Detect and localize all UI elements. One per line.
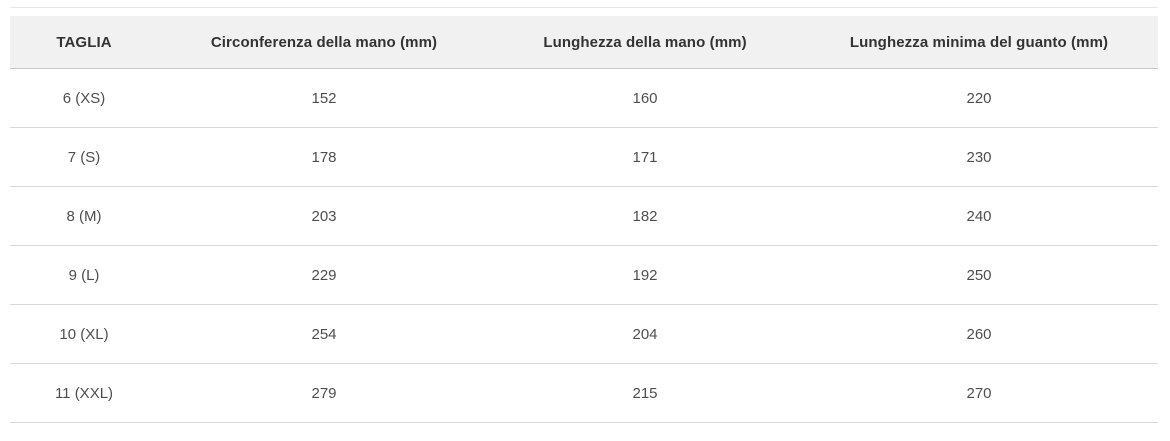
cell-size: 10 (XL)	[10, 304, 158, 364]
cell-hand-length: 160	[490, 68, 800, 128]
cell-size: 9 (L)	[10, 245, 158, 305]
cell-hand-length: 171	[490, 127, 800, 187]
cell-hand-circumference: 178	[158, 127, 490, 187]
glove-size-table: TAGLIA Circonferenza della mano (mm) Lun…	[10, 16, 1158, 423]
cell-hand-length: 192	[490, 245, 800, 305]
column-header-circonferenza-mano: Circonferenza della mano (mm)	[158, 16, 490, 69]
cell-min-glove-length: 240	[800, 186, 1158, 246]
table-header: TAGLIA Circonferenza della mano (mm) Lun…	[10, 16, 1158, 69]
cell-hand-circumference: 203	[158, 186, 490, 246]
cell-hand-circumference: 229	[158, 245, 490, 305]
cell-hand-circumference: 152	[158, 68, 490, 128]
cell-min-glove-length: 260	[800, 304, 1158, 364]
cell-size: 8 (M)	[10, 186, 158, 246]
column-header-taglia: TAGLIA	[10, 16, 158, 69]
table-row: 8 (M) 203 182 240	[10, 186, 1158, 246]
cell-min-glove-length: 270	[800, 363, 1158, 423]
table-row: 10 (XL) 254 204 260	[10, 304, 1158, 364]
cell-hand-length: 204	[490, 304, 800, 364]
cell-min-glove-length: 230	[800, 127, 1158, 187]
cell-size: 6 (XS)	[10, 68, 158, 128]
table-row: 7 (S) 178 171 230	[10, 127, 1158, 187]
cell-hand-length: 182	[490, 186, 800, 246]
table-body: 6 (XS) 152 160 220 7 (S) 178 171 230 8 (…	[10, 68, 1158, 423]
cell-hand-circumference: 279	[158, 363, 490, 423]
table-row: 9 (L) 229 192 250	[10, 245, 1158, 305]
cell-size: 7 (S)	[10, 127, 158, 187]
cell-min-glove-length: 250	[800, 245, 1158, 305]
size-table-container: TAGLIA Circonferenza della mano (mm) Lun…	[10, 7, 1158, 423]
header-row: TAGLIA Circonferenza della mano (mm) Lun…	[10, 16, 1158, 69]
column-header-lunghezza-minima-guanto: Lunghezza minima del guanto (mm)	[800, 16, 1158, 69]
column-header-lunghezza-mano: Lunghezza della mano (mm)	[490, 16, 800, 69]
table-row: 6 (XS) 152 160 220	[10, 68, 1158, 128]
cell-size: 11 (XXL)	[10, 363, 158, 423]
table-row: 11 (XXL) 279 215 270	[10, 363, 1158, 423]
cell-hand-length: 215	[490, 363, 800, 423]
cell-hand-circumference: 254	[158, 304, 490, 364]
cell-min-glove-length: 220	[800, 68, 1158, 128]
